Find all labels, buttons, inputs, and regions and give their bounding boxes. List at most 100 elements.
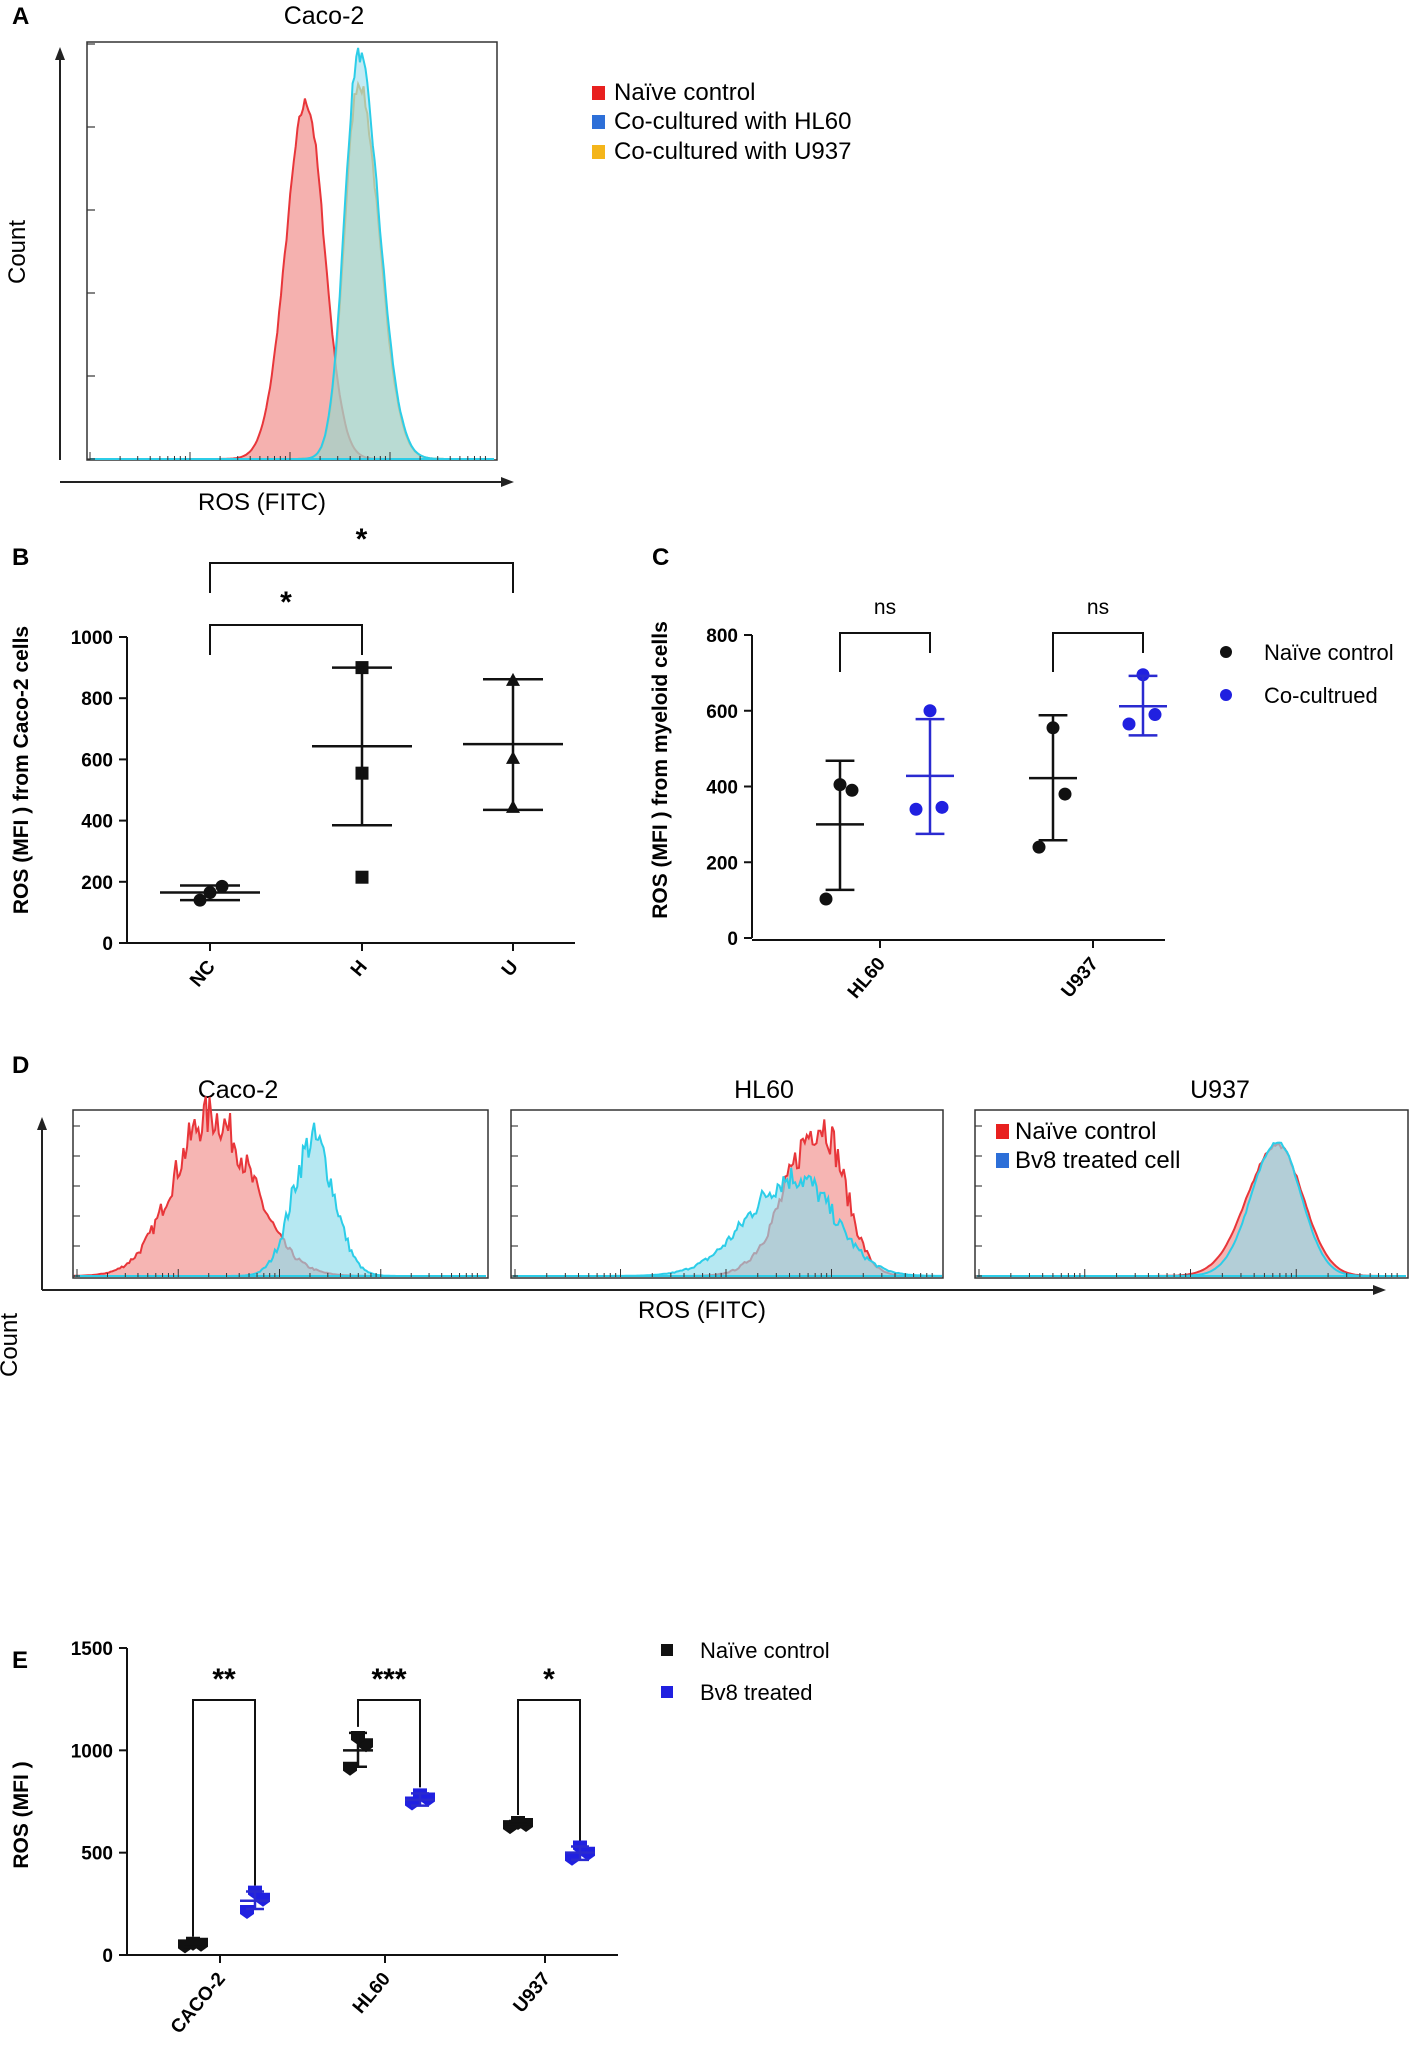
panel-c-sig-label-1: ns (1087, 596, 1109, 619)
panel-d-frame-2 (974, 1109, 1409, 1279)
panel-d-xlabel: ROS (FITC) (638, 1297, 766, 1324)
panel-d-frame-0 (72, 1109, 489, 1279)
panel-b-ytick-label-1: 200 (81, 873, 113, 894)
panel-e-ylabel: ROS (MFI ) (10, 1761, 33, 1868)
panel-b-ytick-label-5: 1000 (71, 628, 113, 649)
panel-c-sig-bracket-1 (1052, 632, 1144, 672)
legend-c-key-0 (1220, 646, 1232, 658)
panel-a-histograms (90, 47, 494, 460)
legend-c-key-1 (1220, 689, 1232, 701)
panel-a-x-arrowhead (501, 477, 514, 487)
panel-d-ylabel: Count (0, 1313, 23, 1377)
panel-a: A Caco-2 Count ROS (FITC) Naïve control … (4, 2, 851, 516)
panel-b-ytick-label-2: 400 (81, 812, 113, 833)
panel-b: B ROS (MFI ) from Caco-2 cells 0 200 400 60… (10, 523, 575, 991)
panel-d-ticks (73, 1125, 1398, 1277)
panel-d-histograms (74, 1096, 1406, 1277)
legend-a-key-0 (592, 86, 605, 100)
histogram-d-3 (513, 1167, 942, 1277)
panel-label-b: B (12, 544, 29, 571)
panel-a-xlabel: ROS (FITC) (198, 489, 326, 516)
panel-c-ytick-label-2: 400 (706, 778, 738, 799)
panel-d-frame-1 (510, 1109, 944, 1279)
panel-c-xtick-label-1: U937 (1058, 954, 1103, 1002)
panel-c-ylabel: ROS (MFI ) from myeloid cells (649, 621, 672, 919)
panel-c-point-0-0-0 (819, 892, 833, 906)
panel-e-sig-label-2: * (543, 1663, 555, 1696)
panel-c-ytick-label-3: 600 (706, 702, 738, 723)
legend-e-label-1: Bv8 treated (700, 1680, 813, 1705)
legend-e-key-1 (661, 1686, 673, 1698)
panel-e-legend: Naïve control Bv8 treated (661, 1638, 830, 1705)
panel-d-title-2: U937 (1190, 1076, 1250, 1104)
panel-b-sig-label-0: * (280, 586, 292, 619)
panel-c-sig-bracket-0 (839, 632, 931, 672)
panel-e-ytick-label-2: 1000 (71, 1741, 113, 1762)
legend-c-label-0: Naïve control (1264, 640, 1394, 665)
panel-a-ylabel: Count (4, 220, 31, 284)
legend-e-label-0: Naïve control (700, 1638, 830, 1663)
panel-b-ytick-label-3: 600 (81, 750, 113, 771)
panel-c-point-1-0-0 (909, 802, 923, 816)
panel-d-title-1: HL60 (734, 1076, 794, 1104)
legend-a-label-1: Co-cultured with HL60 (614, 108, 851, 135)
panel-label-c: C (652, 544, 669, 571)
panel-label-a: A (12, 3, 29, 30)
panel-b-sig-label-1: * (356, 523, 368, 556)
panel-c-point-1-0-2 (923, 704, 937, 718)
panel-b-xtick-label-1: H (347, 957, 372, 981)
legend-d-label-1: Bv8 treated cell (1015, 1147, 1180, 1174)
panel-a-ticks (87, 43, 486, 460)
panel-c-point-0-1-0 (1032, 840, 1046, 854)
panel-b-xtick-label-0: NC (186, 957, 220, 992)
histogram-a-1 (90, 47, 494, 460)
panel-c-point-0-0-1 (845, 783, 859, 797)
panel-b-sig-bracket-1 (209, 562, 514, 593)
panel-c-legend: Naïve control Co-cultrued (1220, 640, 1394, 708)
panel-c: C ROS (MFI ) from myeloid cells Naïve co… (649, 544, 1394, 1003)
panel-d-y-arrowhead (37, 1117, 47, 1130)
panel-b-point-1-0 (355, 870, 369, 884)
panel-c-point-1-0-1 (935, 800, 949, 814)
panel-a-title: Caco-2 (284, 2, 365, 30)
panel-c-sig-label-0: ns (874, 596, 896, 619)
panel-a-legend: Naïve control Co-cultured with HL60 Co-c… (592, 79, 851, 165)
panel-d: D Caco-2 HL60 U937 Count ROS (FITC) Naïv… (0, 1052, 1409, 1377)
panel-e-ytick-label-0: 0 (102, 1946, 113, 1967)
legend-c-label-1: Co-cultrued (1264, 683, 1378, 708)
panel-e-sig-bracket-0 (192, 1699, 256, 1937)
panel-e-ytick-label-1: 500 (81, 1844, 113, 1865)
panel-e-point-1-0-0 (240, 1905, 254, 1920)
legend-d-label-0: Naïve control (1015, 1118, 1156, 1145)
histogram-a-0 (90, 98, 494, 460)
histogram-d-5 (977, 1141, 1406, 1277)
panel-c-ytick-label-1: 200 (706, 853, 738, 874)
panel-e-sig-bracket-1 (357, 1699, 421, 1788)
legend-a-key-2 (592, 145, 605, 159)
panel-c-point-0-1-1 (1058, 787, 1072, 801)
panel-label-e: E (12, 1647, 28, 1674)
panel-b-ylabel: ROS (MFI ) from Caco-2 cells (10, 626, 33, 914)
panel-b-xtick-label-2: U (498, 957, 523, 981)
panel-b-sig-bracket-0 (209, 624, 363, 655)
panel-a-y-arrowhead (55, 47, 65, 60)
legend-e-key-0 (661, 1644, 673, 1656)
panel-c-point-1-1-0 (1122, 717, 1136, 731)
panel-b-ytick-label-4: 800 (81, 689, 113, 710)
legend-a-key-1 (592, 115, 605, 129)
panel-d-x-arrowhead (1373, 1285, 1386, 1295)
legend-a-label-2: Co-cultured with U937 (614, 138, 851, 165)
panel-c-ytick-label-4: 800 (706, 626, 738, 647)
legend-a-label-0: Naïve control (614, 79, 755, 106)
panel-e-xtick-label-1: HL60 (349, 1969, 395, 2018)
panel-e-sig-label-1: *** (371, 1663, 406, 1696)
panel-e-xtick-label-0: CACO-2 (167, 1969, 230, 2038)
panel-e-ytick-label-3: 1500 (71, 1639, 113, 1660)
panel-c-ytick-label-0: 0 (727, 929, 738, 950)
panel-d-legend: Naïve control Bv8 treated cell (996, 1118, 1180, 1174)
legend-d-key-1 (996, 1153, 1009, 1168)
panel-e: E ROS (MFI ) Naïve control Bv8 treated 0… (10, 1638, 830, 2038)
panel-c-point-1-1-1 (1148, 708, 1162, 722)
panel-d-title-0: Caco-2 (198, 1076, 279, 1104)
panel-e-sig-label-0: ** (212, 1663, 236, 1696)
